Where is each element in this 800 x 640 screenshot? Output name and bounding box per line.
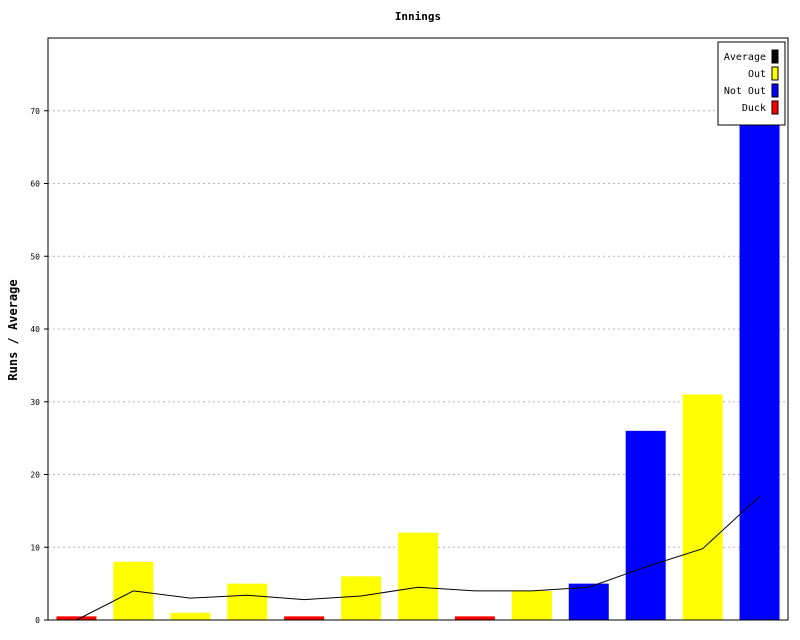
bar-3-out: [170, 612, 211, 620]
y-tick-label-10: 10: [30, 543, 40, 552]
y-axis-ticks: 0 10 20 30 40 50 60 70: [30, 107, 48, 625]
bar-7-out: [398, 532, 438, 620]
y-tick-label-30: 30: [30, 398, 40, 407]
y-tick-label-40: 40: [30, 325, 40, 334]
y-tick-label-0: 0: [35, 616, 40, 625]
bar-10-not-out: [568, 583, 609, 620]
bar-8-duck: [454, 616, 495, 620]
bars: [56, 110, 780, 620]
bar-11-not-out: [625, 430, 666, 620]
legend-swatch-average: [771, 49, 779, 64]
legend: Average Out Not Out Duck: [717, 41, 786, 126]
chart-title: Innings: [395, 10, 441, 23]
y-tick-label-60: 60: [30, 180, 40, 189]
bar-9-out: [511, 590, 552, 620]
legend-swatch-out: [771, 66, 779, 81]
legend-swatch-duck: [771, 100, 779, 115]
legend-label-out: Out: [748, 69, 766, 80]
legend-swatch-not-out: [771, 83, 779, 98]
legend-label-duck: Duck: [742, 103, 766, 114]
bar-4-out: [227, 583, 268, 620]
average-line-group: [76, 495, 760, 621]
gridlines: [48, 110, 788, 548]
y-tick-label-50: 50: [30, 252, 40, 261]
y-axis-label: Runs / Average: [6, 279, 20, 380]
bar-1-duck: [56, 616, 97, 620]
legend-label-average: Average: [724, 52, 766, 63]
y-tick-label-70: 70: [30, 107, 40, 116]
bar-5-duck: [284, 616, 325, 620]
average-line: [76, 495, 760, 621]
bar-12-out: [682, 394, 723, 620]
y-tick-label-20: 20: [30, 471, 40, 480]
bar-6-out: [341, 576, 382, 620]
bar-13-not-out: [739, 110, 780, 620]
legend-label-not-out: Not Out: [724, 86, 766, 97]
